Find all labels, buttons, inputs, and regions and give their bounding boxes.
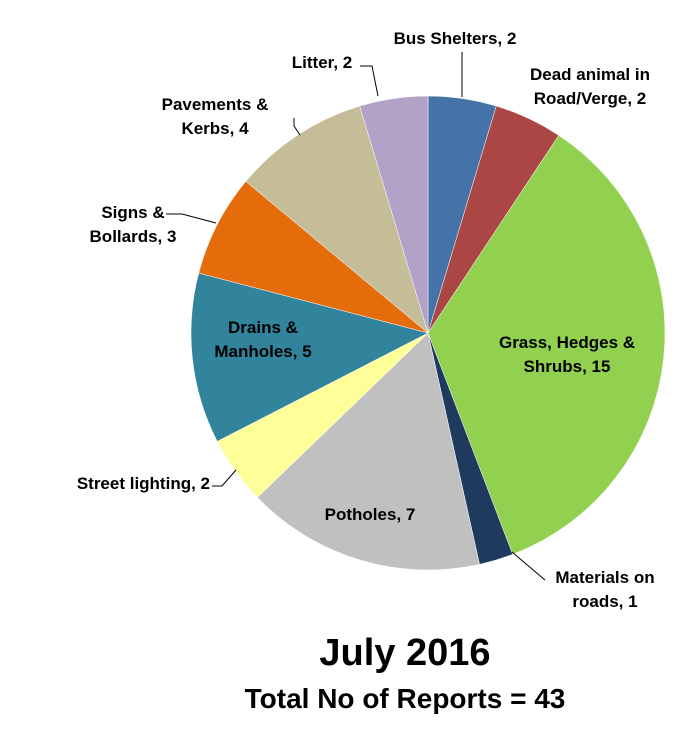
leader-line <box>212 469 237 487</box>
data-label: Dead animal in <box>530 65 650 84</box>
pie-slice <box>359 95 429 334</box>
data-label: Drains & <box>228 318 298 337</box>
leader-line <box>166 213 217 224</box>
data-label: Kerbs, 4 <box>181 119 249 138</box>
data-label: Signs & <box>101 203 164 222</box>
pie-slice <box>190 272 429 442</box>
data-label: Road/Verge, 2 <box>534 89 646 108</box>
pie <box>190 95 666 571</box>
pie-slice <box>198 181 429 334</box>
data-label: Bus Shelters, 2 <box>394 29 517 48</box>
data-label: Street lighting, 2 <box>77 474 210 493</box>
pie-slice <box>427 134 666 555</box>
data-label: Materials on <box>555 568 654 587</box>
pie-slice <box>245 105 429 334</box>
data-label: Litter, 2 <box>292 53 352 72</box>
data-label: roads, 1 <box>572 592 637 611</box>
data-label: Pavements & <box>162 95 269 114</box>
leader-line <box>511 551 546 581</box>
data-label: Shrubs, 15 <box>524 357 611 376</box>
labels: Bus Shelters, 2 Dead animal in Road/Verge,… <box>77 29 655 611</box>
leader-line <box>360 65 379 97</box>
data-label: Manholes, 5 <box>214 342 311 361</box>
data-label: Grass, Hedges & <box>499 333 635 352</box>
data-label: Potholes, 7 <box>325 505 416 524</box>
chart-subtitle: Total No of Reports = 43 <box>245 683 566 714</box>
data-label: Bollards, 3 <box>90 227 177 246</box>
chart-title: July 2016 <box>319 632 490 674</box>
leader-line <box>293 118 301 136</box>
pie-slice <box>257 332 480 571</box>
